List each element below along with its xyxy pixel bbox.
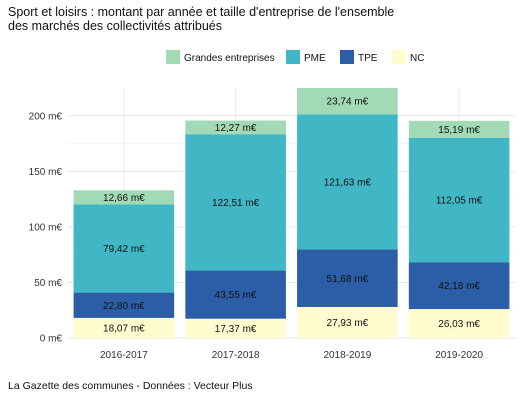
bar-segment-tpe	[408, 262, 510, 310]
bar-segment-grandes-entreprises	[408, 120, 510, 138]
chart-title-line2: des marchés des collectivités attribués	[8, 19, 222, 33]
data-label: 42,18 m€	[438, 281, 480, 292]
x-tick-label: 2017-2018	[212, 350, 260, 361]
y-tick-label: 0 m€	[40, 334, 63, 345]
data-label: 18,07 m€	[103, 323, 145, 334]
data-label: 27,93 m€	[327, 318, 369, 329]
chart-title: Sport et loisirs : montant par année et …	[8, 5, 394, 33]
x-axis: 2016-2017 2017-2018 2018-2019 2019-2020	[100, 350, 484, 361]
legend-label: TPE	[358, 53, 378, 64]
legend-key-nc	[392, 50, 406, 64]
x-tick-label: 2019-2020	[435, 350, 483, 361]
y-axis: 0 m€ 50 m€ 100 m€ 150 m€ 200 m€	[29, 111, 63, 344]
data-label: 112,05 m€	[436, 195, 483, 206]
bar-segment-nc	[408, 309, 510, 338]
bar-segment-pme	[408, 137, 510, 263]
bar-segment-grandes-entreprises	[297, 88, 398, 115]
bar-segment-pme	[297, 114, 398, 250]
data-label: 122,51 m€	[212, 198, 260, 209]
bar-segment-nc	[73, 317, 175, 338]
x-tick-label: 2016-2017	[100, 350, 148, 361]
data-label: 43,55 m€	[215, 290, 257, 301]
legend-label: PME	[304, 53, 326, 64]
legend-key-grandes-entreprises	[166, 50, 180, 64]
data-label: 12,27 m€	[215, 123, 257, 134]
legend-key-tpe	[340, 50, 354, 64]
bar-segment-pme	[73, 204, 175, 293]
y-tick-label: 100 m€	[29, 222, 63, 233]
chart-title-line1: Sport et loisirs : montant par année et …	[8, 5, 395, 19]
bar-segment-tpe	[185, 270, 286, 319]
data-label: 51,68 m€	[327, 274, 369, 285]
bar-segment-grandes-entreprises	[73, 190, 175, 205]
bar-segment-nc	[297, 306, 398, 338]
data-label: 17,37 m€	[215, 324, 257, 335]
y-tick-label: 50 m€	[34, 278, 62, 289]
data-label: 12,66 m€	[103, 193, 145, 204]
bar-segment-tpe	[297, 249, 398, 307]
legend-label: NC	[410, 53, 424, 64]
data-label: 26,03 m€	[438, 319, 480, 330]
legend: Grandes entreprises PME TPE NC	[166, 50, 424, 64]
data-label: 15,19 m€	[438, 125, 480, 136]
source-caption: La Gazette des communes - Données : Vect…	[8, 380, 253, 392]
data-label: 79,42 m€	[103, 244, 145, 255]
data-label: 22,80 m€	[103, 301, 145, 312]
legend-key-pme	[286, 50, 300, 64]
bars: 18,07 m€ 22,80 m€ 79,42 m€ 12,66 m€ 17,37 m€…	[73, 88, 510, 338]
y-tick-label: 150 m€	[29, 167, 63, 178]
y-tick-label: 200 m€	[29, 111, 63, 122]
data-label: 121,63 m€	[324, 177, 372, 188]
bar-segment-tpe	[73, 292, 175, 318]
x-tick-label: 2018-2019	[323, 350, 371, 361]
bar-segment-pme	[185, 134, 286, 271]
bar-segment-grandes-entreprises	[185, 120, 286, 135]
data-label: 23,74 m€	[327, 97, 369, 108]
legend-label: Grandes entreprises	[184, 53, 275, 64]
bar-segment-nc	[185, 318, 286, 338]
